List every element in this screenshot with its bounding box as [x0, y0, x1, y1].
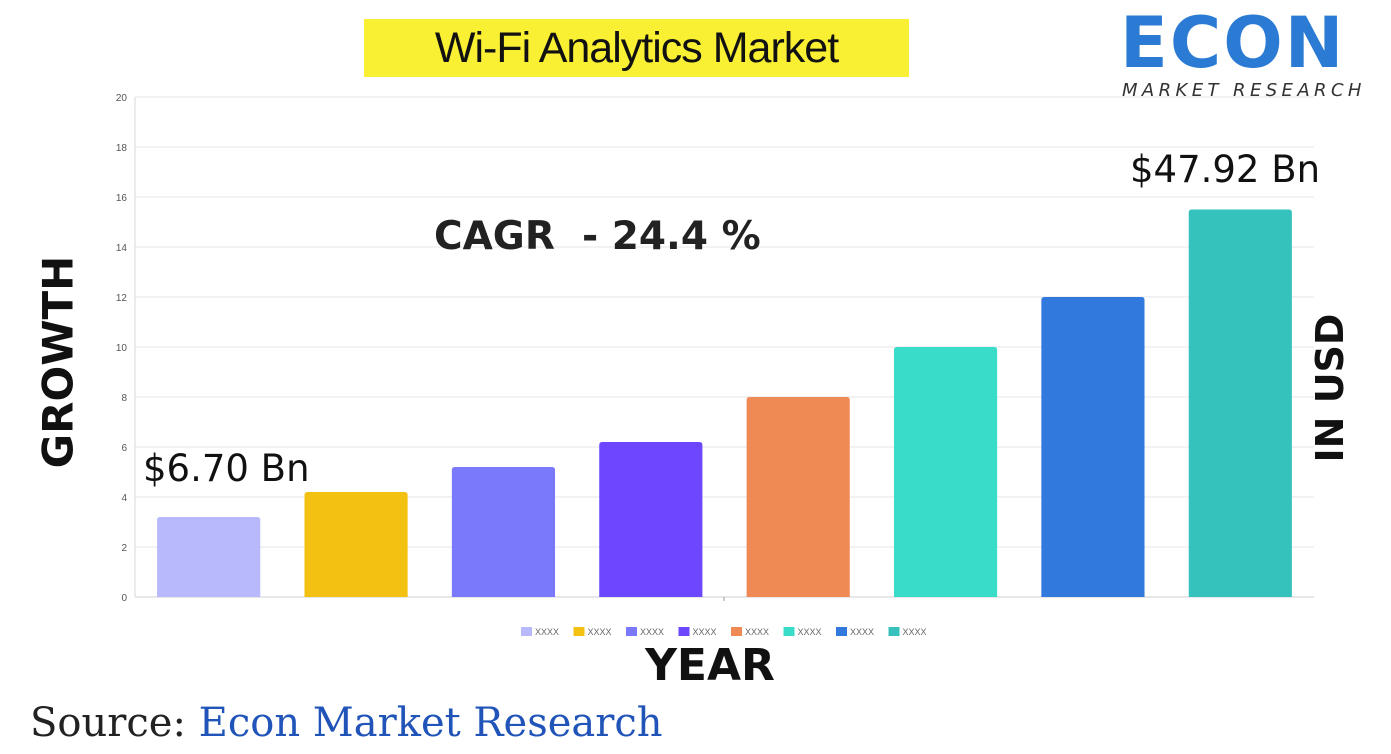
legend-swatch — [626, 627, 637, 636]
source-prefix: Source: — [30, 700, 186, 746]
cagr-label: CAGR - 24.4 % — [434, 214, 761, 259]
logo-wordmark: ECON — [1120, 2, 1346, 84]
y-tick-label: 20 — [116, 93, 128, 104]
legend: XXXX XXXX XXXX XXXX XXXX XXXX XXXX XXXX — [521, 627, 927, 637]
y-axis-label: GROWTH — [33, 255, 83, 469]
y-axis-ticks: 0 2 4 6 8 10 12 14 16 18 20 — [116, 93, 128, 604]
legend-label: XXXX — [798, 627, 822, 637]
legend-label: XXXX — [535, 627, 559, 637]
bars — [157, 209, 1292, 597]
y-tick-label: 4 — [121, 493, 127, 504]
legend-swatch — [836, 627, 847, 636]
chart-title: Wi-Fi Analytics Market — [364, 19, 909, 77]
bar — [599, 442, 703, 597]
econ-logo: ECON MARKET RESEARCH — [1120, 6, 1372, 102]
legend-label: XXXX — [640, 627, 664, 637]
y-tick-label: 16 — [116, 193, 128, 204]
y-tick-label: 0 — [121, 593, 127, 604]
legend-label: XXXX — [745, 627, 769, 637]
y-tick-label: 10 — [116, 343, 128, 354]
y-tick-label: 6 — [121, 443, 127, 454]
legend-label: XXXX — [903, 627, 927, 637]
bar — [1041, 297, 1145, 597]
x-axis-label: YEAR — [645, 640, 775, 691]
bar — [304, 492, 408, 597]
legend-label: XXXX — [588, 627, 612, 637]
y-tick-label: 18 — [116, 143, 128, 154]
legend-label: XXXX — [850, 627, 874, 637]
bar — [746, 397, 850, 597]
logo-subtitle: MARKET RESEARCH — [1122, 80, 1366, 101]
first-value-annotation: $6.70 Bn — [143, 447, 310, 490]
bar — [893, 347, 998, 597]
last-value-annotation: $47.92 Bn — [1130, 148, 1321, 191]
y-axis-right-label: IN USD — [1308, 313, 1352, 463]
legend-swatch — [783, 627, 795, 636]
y-tick-label: 2 — [121, 543, 127, 554]
legend-label: XXXX — [693, 627, 717, 637]
bar — [1188, 209, 1292, 597]
legend-swatch — [521, 627, 532, 636]
bar — [157, 517, 261, 597]
source-name: Econ Market Research — [198, 700, 663, 746]
legend-swatch — [678, 627, 690, 636]
y-tick-label: 12 — [116, 293, 128, 304]
legend-swatch — [731, 627, 742, 636]
legend-swatch — [888, 627, 900, 636]
y-tick-label: 14 — [116, 243, 128, 254]
legend-swatch — [573, 627, 585, 636]
bar — [451, 467, 556, 597]
source-line: Source: Econ Market Research — [30, 700, 663, 746]
y-tick-label: 8 — [121, 393, 127, 404]
